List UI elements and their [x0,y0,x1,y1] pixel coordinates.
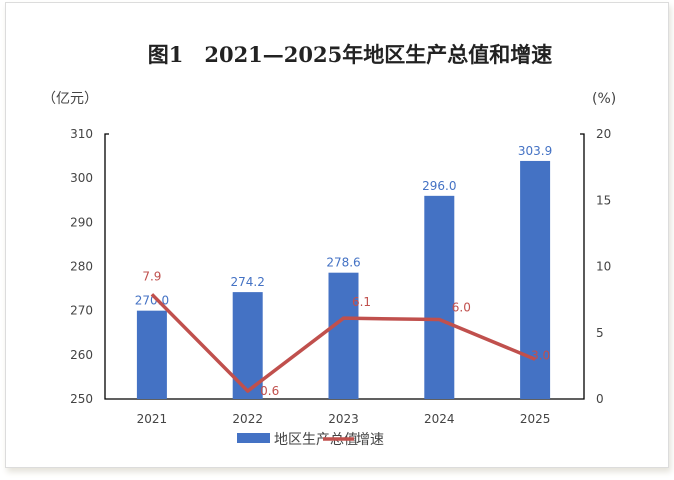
bar-data-label: 303.9 [518,144,552,158]
right-axis-unit: (%) [592,91,616,107]
chart-title: 图1 2021—2025年地区生产总值和增速 [148,42,553,67]
bar-gdp [424,195,455,399]
legend-label-gdp: 地区生产总值 [274,432,358,448]
line-data-label: 0.6 [260,384,279,398]
x-tick-label: 2021 [137,412,168,426]
right-tick-label: 20 [596,127,611,141]
bar-data-label: 278.6 [326,256,360,270]
left-tick-label: 280 [70,260,93,274]
legend-label-growth: 增速 [356,432,384,448]
x-tick-label: 2025 [520,412,551,426]
left-tick-label: 310 [70,127,93,141]
right-tick-label: 10 [596,260,611,274]
left-axis-unit: （亿元） [42,91,98,107]
line-data-label: 6.1 [352,295,371,309]
left-tick-label: 270 [70,304,93,318]
bar-data-label: 274.2 [231,275,265,289]
left-tick-label: 260 [70,348,93,362]
left-tick-label: 300 [70,171,93,185]
bar-gdp [136,310,167,399]
bar-gdp [328,272,359,399]
growth-line [150,293,536,393]
line-data-label: 7.9 [142,269,161,283]
right-tick-label: 15 [596,193,611,207]
bar-gdp [520,160,551,399]
x-tick-label: 2024 [424,412,455,426]
legend-swatch-gdp [237,433,270,443]
right-tick-label: 5 [596,326,604,340]
left-tick-label: 250 [70,392,93,406]
line-data-label: 6.0 [452,301,471,315]
line-data-label: 3.0 [531,348,550,362]
x-tick-label: 2022 [232,412,263,426]
x-tick-label: 2023 [328,412,359,426]
right-tick-label: 0 [596,392,604,406]
left-tick-label: 290 [70,215,93,229]
bar-data-label: 296.0 [422,179,456,193]
